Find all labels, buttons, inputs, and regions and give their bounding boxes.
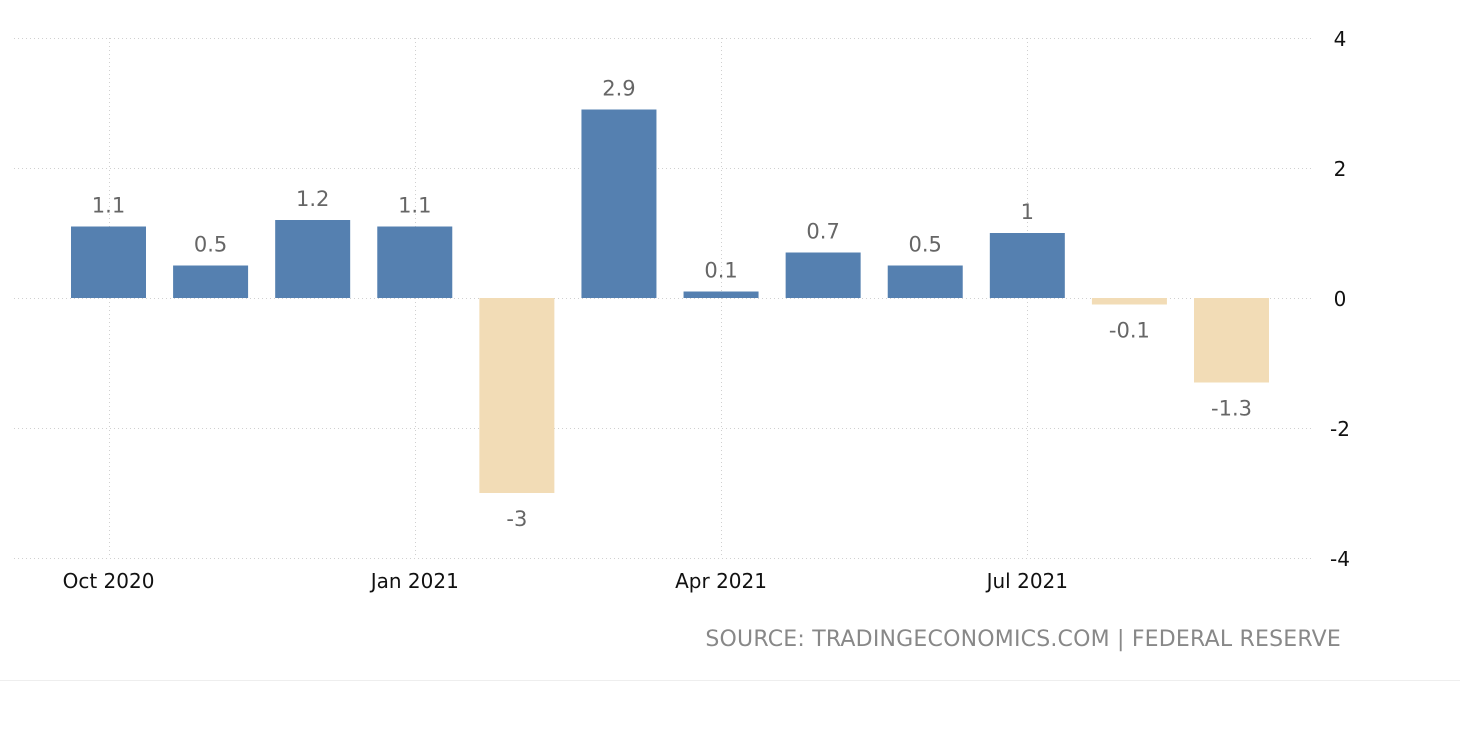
bar <box>785 252 861 298</box>
bar-value-label: 0.5 <box>194 233 227 257</box>
bar-value-label: -1.3 <box>1211 397 1252 421</box>
bar <box>683 291 759 298</box>
bar-value-label: 0.1 <box>704 259 737 283</box>
bar <box>1194 298 1269 383</box>
bar-value-label: 1.1 <box>398 194 431 218</box>
bar <box>173 265 249 298</box>
y-tick-label: 2 <box>1334 157 1347 181</box>
bar <box>989 233 1065 298</box>
bar-value-label: 0.7 <box>806 220 839 244</box>
x-tick-label: Apr 2021 <box>675 569 767 593</box>
bar <box>1091 298 1167 305</box>
bar <box>581 109 657 298</box>
bar-value-label: 1 <box>1021 200 1034 224</box>
x-tick-label: Oct 2020 <box>63 569 155 593</box>
y-tick-label: -4 <box>1330 547 1350 571</box>
bar-value-label: 1.1 <box>92 194 125 218</box>
bar <box>275 220 351 298</box>
bar-value-label: -3 <box>506 507 527 531</box>
bar-value-label: 1.2 <box>296 187 329 211</box>
bar <box>479 298 555 493</box>
x-tick-label: Jan 2021 <box>369 569 459 593</box>
divider <box>0 680 1460 681</box>
x-tick-label: Jul 2021 <box>985 569 1068 593</box>
bar <box>71 226 146 298</box>
bar-value-label: 0.5 <box>909 233 942 257</box>
bar <box>377 226 453 298</box>
y-tick-label: 4 <box>1334 27 1347 51</box>
bar-value-label: -0.1 <box>1109 319 1150 343</box>
bar-value-label: 2.9 <box>602 77 635 101</box>
y-tick-label: 0 <box>1334 287 1347 311</box>
source-label: SOURCE: TRADINGECONOMICS.COM | FEDERAL R… <box>705 627 1341 652</box>
y-tick-label: -2 <box>1330 417 1350 441</box>
bar <box>887 265 963 298</box>
